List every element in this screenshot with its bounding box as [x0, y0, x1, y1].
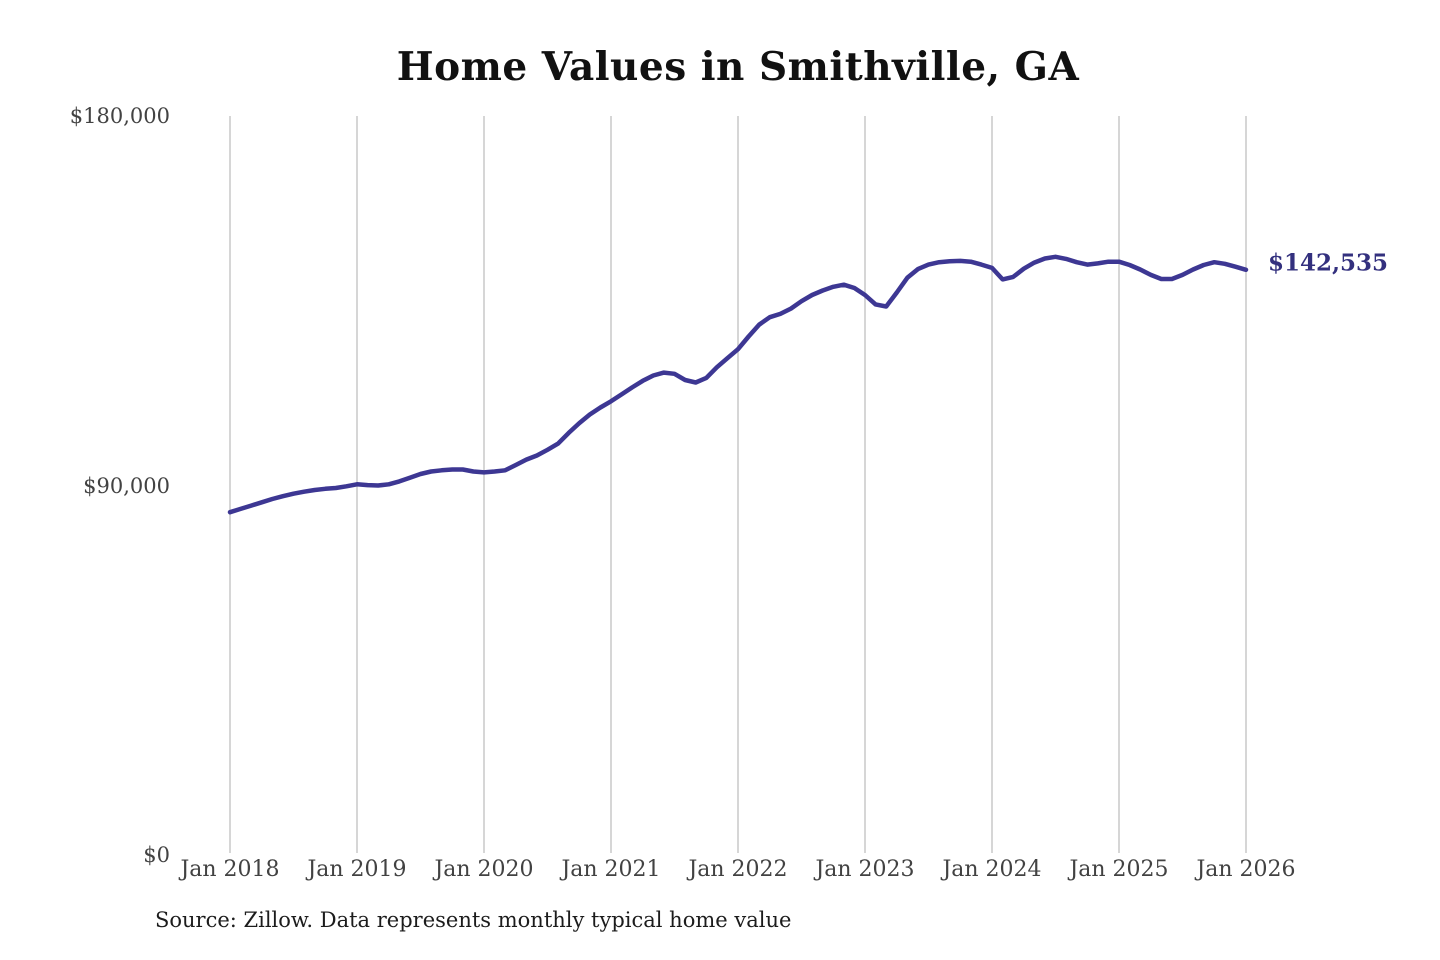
x-tick-label: Jan 2026: [1196, 857, 1296, 882]
latest-value-label: $142,535: [1268, 249, 1389, 277]
x-tick-label: Jan 2020: [434, 857, 534, 882]
x-tick-label: Jan 2021: [561, 857, 661, 882]
y-tick-label: $90,000: [83, 473, 170, 498]
x-tick-label: Jan 2018: [180, 857, 280, 882]
x-tick-label: Jan 2023: [815, 857, 915, 882]
x-tick-label: Jan 2024: [942, 857, 1042, 882]
x-tick-label: Jan 2025: [1069, 857, 1169, 882]
y-tick-label: $0: [143, 843, 170, 867]
source-note: Source: Zillow. Data represents monthly …: [155, 908, 792, 932]
chart-title: Home Values in Smithville, GA: [396, 44, 1080, 90]
x-tick-label: Jan 2019: [307, 857, 407, 882]
y-tick-label: $180,000: [69, 104, 170, 128]
home-value-line: [227, 254, 1249, 515]
x-tick-label: Jan 2022: [688, 857, 788, 882]
